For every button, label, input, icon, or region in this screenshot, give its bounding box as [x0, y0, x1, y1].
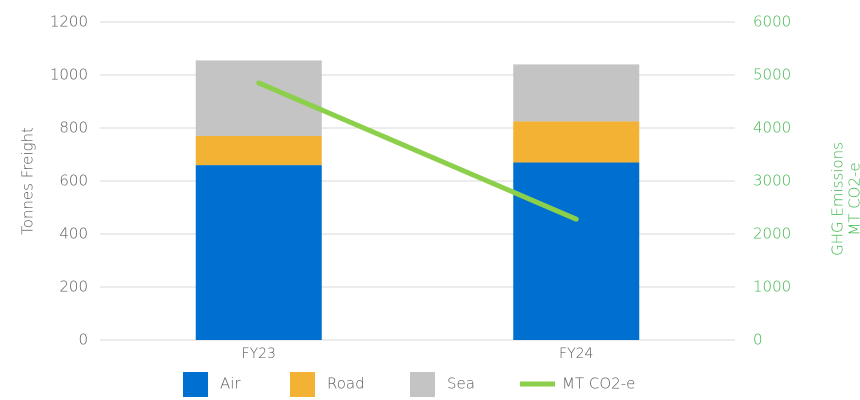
legend-swatch — [410, 372, 435, 397]
x-tick-label: FY24 — [559, 346, 593, 362]
y-axis-label: Tonnes Freight — [19, 127, 37, 235]
y2-axis-label: GHG Emissions — [829, 142, 847, 256]
y-tick-label: 800 — [59, 119, 88, 137]
y-tick-label: 600 — [59, 172, 88, 190]
legend-swatch — [290, 372, 315, 397]
y2-tick-label: 6000 — [753, 13, 791, 31]
legend-label: Air — [220, 375, 241, 393]
y-tick-label: 0 — [78, 331, 88, 349]
bar-segment — [513, 121, 640, 163]
y2-axis-label: MT CO2-e — [846, 162, 860, 235]
y-tick-label: 400 — [59, 225, 88, 243]
y2-tick-label: 0 — [753, 331, 763, 349]
legend-swatch — [183, 372, 208, 397]
legend-label: Road — [327, 375, 365, 393]
y-tick-label: 200 — [59, 278, 88, 296]
y2-tick-label: 2000 — [753, 225, 791, 243]
bar-segment — [513, 162, 640, 340]
y-tick-label: 1000 — [50, 66, 88, 84]
y2-tick-label: 4000 — [753, 119, 791, 137]
y2-tick-label: 5000 — [753, 66, 791, 84]
line-series — [256, 80, 579, 222]
bar-segment — [195, 135, 322, 166]
bar-segment — [195, 60, 322, 136]
bar-segment — [513, 64, 640, 122]
y2-tick-label: 3000 — [753, 172, 791, 190]
x-tick-label: FY23 — [242, 346, 276, 362]
y-tick-label: 1200 — [50, 13, 88, 31]
bar-segment — [195, 165, 322, 340]
legend-label: MT CO2-e — [562, 375, 635, 393]
legend-label: Sea — [447, 375, 475, 393]
y2-tick-label: 1000 — [753, 278, 791, 296]
